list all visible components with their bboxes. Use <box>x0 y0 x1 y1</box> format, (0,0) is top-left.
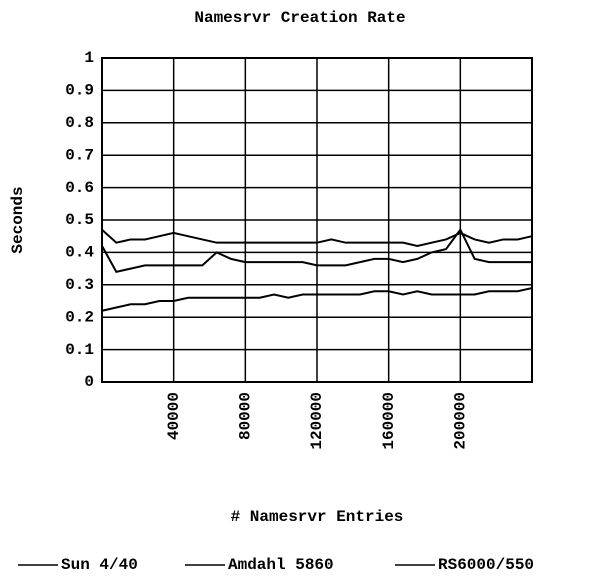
x-tick-label: 160000 <box>380 392 398 450</box>
x-tick-label: 80000 <box>237 392 255 440</box>
y-tick-label: 0.2 <box>65 308 94 326</box>
data-line <box>101 228 533 247</box>
y-tick-label: 0.1 <box>65 341 94 359</box>
y-tick-label: 0.4 <box>65 244 94 262</box>
x-tick-label: 120000 <box>308 392 326 450</box>
y-tick-label: 1 <box>84 49 94 67</box>
y-tick-label: 0.3 <box>65 276 94 294</box>
x-tick-label: 200000 <box>452 392 470 450</box>
chart-title: Namesrvr Creation Rate <box>194 9 405 27</box>
data-line <box>101 287 533 312</box>
y-tick-label: 0.6 <box>65 179 94 197</box>
legend-label: Amdahl 5860 <box>228 556 334 574</box>
x-axis-label: # Namesrvr Entries <box>231 508 404 526</box>
legend-label: RS6000/550 <box>438 556 534 574</box>
y-tick-label: 0.5 <box>65 211 94 229</box>
y-tick-label: 0.7 <box>65 146 94 164</box>
y-tick-label: 0.8 <box>65 114 94 132</box>
legend-label: Sun 4/40 <box>61 556 138 574</box>
y-tick-label: 0 <box>84 373 94 391</box>
data-line <box>101 227 532 273</box>
y-axis-label: Seconds <box>9 186 27 253</box>
y-tick-label: 0.9 <box>65 82 94 100</box>
x-tick-label: 40000 <box>165 392 183 440</box>
